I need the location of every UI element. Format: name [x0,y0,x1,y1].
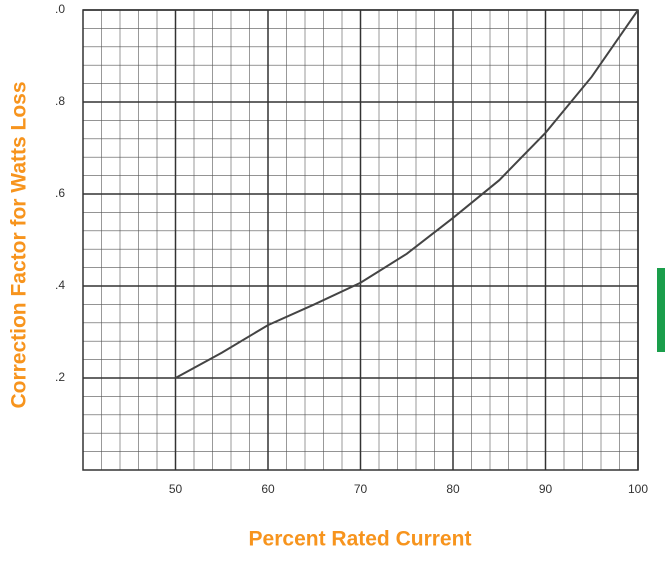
x-tick-label: 50 [169,482,183,496]
x-tick-label: 70 [354,482,368,496]
y-tick-label: .6 [55,186,65,200]
y-axis-title: Correction Factor for Watts Loss [8,81,31,408]
y-tick-label: .8 [55,94,65,108]
line [175,9,639,379]
x-tick-label: 100 [628,482,648,496]
x-tick-label: 60 [261,482,275,496]
x-axis-title: Percent Rated Current [249,528,472,551]
side-tab [657,268,665,352]
y-tick-label: .0 [55,2,65,16]
y-tick-label: .4 [55,278,65,292]
grid [82,9,639,471]
x-tick-label: 90 [539,482,553,496]
y-tick-label: .2 [55,370,65,384]
x-tick-label: 80 [446,482,460,496]
